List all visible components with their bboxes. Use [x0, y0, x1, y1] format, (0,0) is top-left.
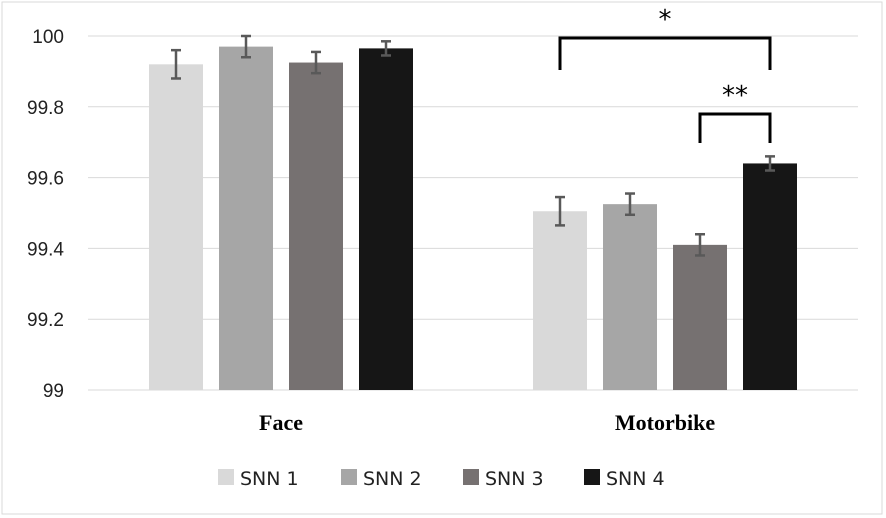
gridlines — [88, 35, 858, 391]
legend-swatch — [584, 469, 600, 485]
significance-label: * — [659, 5, 672, 35]
error-bar — [171, 48, 181, 80]
significance-annotations: *** — [558, 5, 772, 143]
y-tick-label: 99.4 — [27, 239, 64, 260]
legend-label: SNN 3 — [485, 468, 544, 490]
y-tick-label: 99.6 — [27, 169, 64, 190]
bar-face-snn1 — [149, 64, 203, 390]
bar-motorbike-snn2 — [603, 204, 657, 390]
error-bar — [625, 192, 635, 217]
x-axis-categories: Face Motorbike — [259, 410, 715, 435]
bar-motorbike-snn3 — [673, 244, 727, 390]
legend-swatch — [463, 469, 479, 485]
error-bar — [765, 155, 775, 172]
legend-label: SNN 1 — [240, 468, 299, 490]
error-bar — [695, 232, 705, 257]
legend-label: SNN 2 — [363, 468, 422, 490]
bar-face-snn2 — [219, 46, 273, 391]
error-bar — [241, 34, 251, 59]
category-label: Motorbike — [615, 410, 715, 435]
y-tick-label: 100 — [32, 27, 64, 48]
error-bar — [311, 50, 321, 75]
bars — [149, 46, 797, 391]
y-tick-label: 99 — [43, 381, 64, 402]
y-axis-ticks: 99 99.2 99.4 99.6 99.8 100 — [27, 27, 64, 402]
legend: SNN 1 SNN 2 SNN 3 SNN 4 — [218, 468, 665, 490]
y-tick-label: 99.8 — [27, 98, 64, 119]
error-bar — [381, 40, 391, 57]
bar-face-snn4 — [359, 48, 413, 390]
legend-swatch — [341, 469, 357, 485]
error-bar — [555, 195, 565, 227]
legend-swatch — [218, 469, 234, 485]
category-label: Face — [259, 410, 303, 435]
y-tick-label: 99.2 — [27, 310, 64, 331]
bar-motorbike-snn4 — [743, 163, 797, 390]
bar-motorbike-snn1 — [533, 211, 587, 390]
error-bars — [171, 34, 775, 257]
significance-bracket — [558, 36, 772, 70]
legend-label: SNN 4 — [606, 468, 665, 490]
bar-face-snn3 — [289, 62, 343, 391]
significance-bracket — [698, 112, 772, 143]
significance-label: ** — [722, 81, 748, 111]
